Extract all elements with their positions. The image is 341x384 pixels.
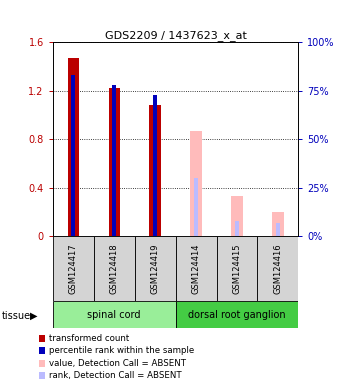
- Text: GSM124414: GSM124414: [192, 243, 201, 294]
- Text: GSM124417: GSM124417: [69, 243, 78, 294]
- Text: dorsal root ganglion: dorsal root ganglion: [188, 310, 286, 320]
- Text: ▶: ▶: [30, 311, 38, 321]
- Bar: [176, 301, 298, 328]
- Bar: [135, 236, 176, 301]
- Text: GSM124419: GSM124419: [151, 243, 160, 294]
- Bar: [235, 221, 239, 236]
- Text: value, Detection Call = ABSENT: value, Detection Call = ABSENT: [49, 359, 186, 368]
- Bar: [149, 105, 161, 236]
- Text: rank, Detection Call = ABSENT: rank, Detection Call = ABSENT: [49, 371, 181, 380]
- Title: GDS2209 / 1437623_x_at: GDS2209 / 1437623_x_at: [105, 30, 247, 41]
- Bar: [68, 58, 79, 236]
- Bar: [194, 178, 198, 236]
- Bar: [231, 196, 243, 236]
- Bar: [153, 94, 157, 236]
- Text: transformed count: transformed count: [49, 334, 129, 343]
- Bar: [190, 131, 202, 236]
- Bar: [217, 236, 257, 301]
- Bar: [176, 236, 217, 301]
- Bar: [94, 236, 135, 301]
- Bar: [112, 85, 116, 236]
- Bar: [71, 75, 75, 236]
- Text: tissue: tissue: [2, 311, 31, 321]
- Text: GSM124416: GSM124416: [273, 243, 282, 294]
- Bar: [272, 212, 284, 236]
- Text: GSM124418: GSM124418: [110, 243, 119, 294]
- Text: spinal cord: spinal cord: [88, 310, 141, 320]
- Bar: [108, 88, 120, 236]
- Bar: [276, 223, 280, 236]
- Bar: [53, 236, 94, 301]
- Text: GSM124415: GSM124415: [233, 243, 241, 294]
- Bar: [53, 301, 176, 328]
- Bar: [257, 236, 298, 301]
- Text: percentile rank within the sample: percentile rank within the sample: [49, 346, 194, 355]
